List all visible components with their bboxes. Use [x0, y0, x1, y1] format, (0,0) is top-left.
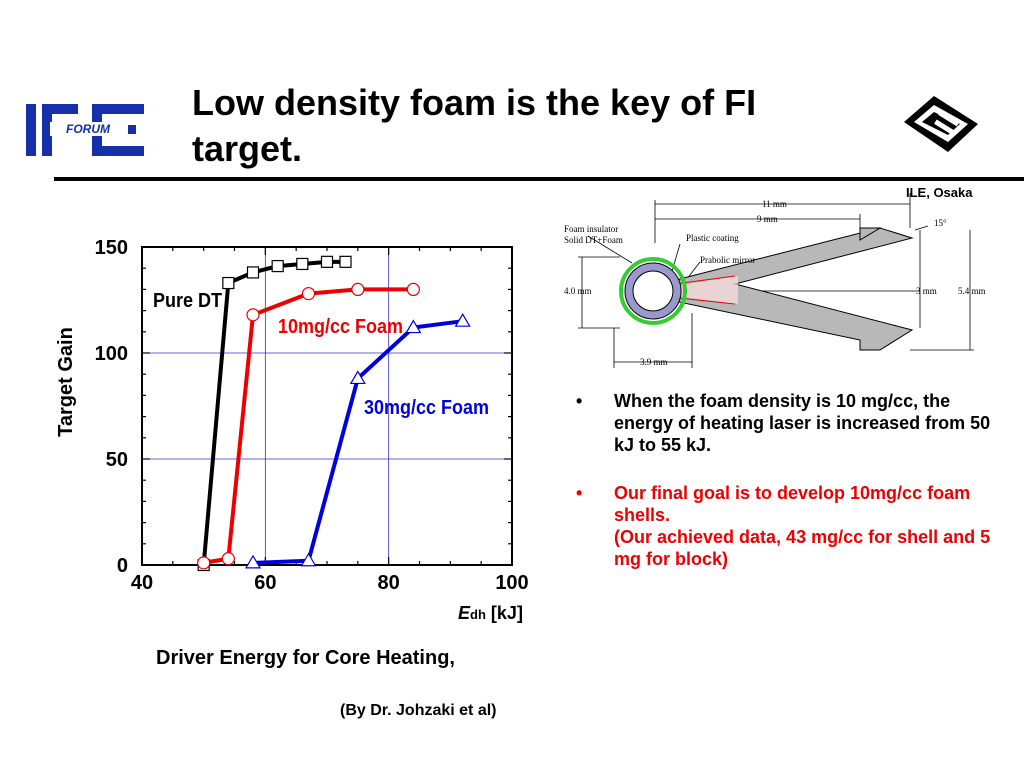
label-solid-dt-foam: Solid DT+Foam — [564, 235, 623, 245]
series-markers — [197, 255, 471, 572]
series-line — [252, 319, 463, 565]
label-parabolic-mirror: Prabolic mirror — [700, 255, 755, 265]
foam-insulator-ring — [619, 257, 687, 325]
data-point — [271, 259, 284, 273]
bullet-marker: • — [576, 483, 583, 503]
label-dim-4mm: 4.0 mm — [564, 286, 592, 296]
data-point — [320, 255, 334, 268]
label-dim-5-4mm: 5.4 mm — [958, 286, 986, 296]
data-point — [296, 257, 309, 271]
x-tick-label: 80 — [378, 572, 400, 594]
label-dim-3mm: 3 mm — [916, 286, 937, 296]
label-dim-11mm: 11 mm — [762, 199, 787, 209]
x-tick-label: 40 — [131, 572, 153, 594]
data-point — [246, 266, 260, 279]
data-point — [454, 313, 471, 327]
data-point — [301, 287, 316, 301]
ile-logo — [904, 96, 978, 152]
x-tick-label: 60 — [254, 572, 276, 594]
y-tick-label: 150 — [95, 237, 128, 259]
title-divider — [54, 177, 1024, 181]
bullet-marker: • — [576, 391, 583, 411]
y-tick-label: 100 — [95, 343, 128, 365]
series-label: 30mg/cc Foam — [364, 397, 489, 419]
logo-forum-text: FORUM — [66, 122, 111, 136]
data-point — [221, 552, 235, 566]
y-axis-label: Target Gain — [55, 327, 77, 437]
data-point — [246, 308, 260, 322]
label-dim-3-9mm: 3.9 mm — [640, 357, 668, 367]
target-gain-chart: 40 60 80 100 0 50 100 150 Pure DT 10mg/cc Foam 30m… — [55, 237, 529, 594]
bullet-item: • Our final goal is to develop 10mg/cc f… — [576, 482, 996, 570]
data-point — [300, 552, 317, 567]
x-axis-subscript: dh — [470, 607, 486, 622]
data-point — [405, 319, 422, 334]
label-angle-15: 15° — [934, 218, 947, 228]
page-title: Low density foam is the key of FI target… — [192, 82, 757, 169]
chart-labels: 40 60 80 100 0 50 100 150 Pure DT 10mg/cc Foam 30m… — [95, 237, 529, 594]
bullet-text: When the foam density is 10 mg/cc, the e… — [614, 391, 991, 455]
x-tick-label: 100 — [495, 572, 528, 594]
data-point — [406, 282, 420, 296]
bullet-list: • When the foam density is 10 mg/cc, the… — [576, 390, 996, 570]
x-axis-unit: [kJ] — [490, 603, 523, 623]
y-tick-label: 50 — [106, 449, 128, 471]
bullet-text: Our final goal is to develop 10mg/cc foa… — [614, 483, 971, 525]
target-diagram: Foam insulator Solid DT+Foam Plastic coa… — [564, 193, 986, 368]
label-foam-insulator: Foam insulator — [564, 224, 618, 234]
data-point — [349, 370, 366, 385]
label-dim-9mm: 9 mm — [757, 214, 778, 224]
x-axis-description: Driver Energy for Core Heating, — [156, 647, 455, 669]
data-point — [244, 554, 262, 569]
series-label: 10mg/cc Foam — [278, 316, 403, 338]
series-label: Pure DT — [153, 290, 222, 312]
logo-letter-i — [26, 104, 36, 156]
axis-ticks — [141, 246, 513, 566]
cone-shape — [659, 227, 914, 351]
data-point — [339, 255, 352, 268]
data-point — [222, 276, 235, 290]
credit-text: (By Dr. Johzaki et al) — [340, 702, 497, 719]
org-label: ILE, Osaka — [906, 185, 973, 200]
bullet-item: • When the foam density is 10 mg/cc, the… — [576, 390, 996, 456]
label-plastic-coating: Plastic coating — [686, 233, 739, 243]
bullet-text-note: (Our achieved data, 43 mg/cc for shell a… — [614, 527, 991, 569]
data-point — [197, 556, 211, 570]
x-axis-label: Edh [kJ] — [458, 603, 523, 624]
data-point — [351, 282, 365, 296]
ife-forum-logo: FORUM — [26, 104, 144, 156]
x-axis-symbol: E — [458, 603, 471, 623]
chart-grid — [142, 247, 512, 565]
y-tick-label: 0 — [117, 555, 128, 577]
